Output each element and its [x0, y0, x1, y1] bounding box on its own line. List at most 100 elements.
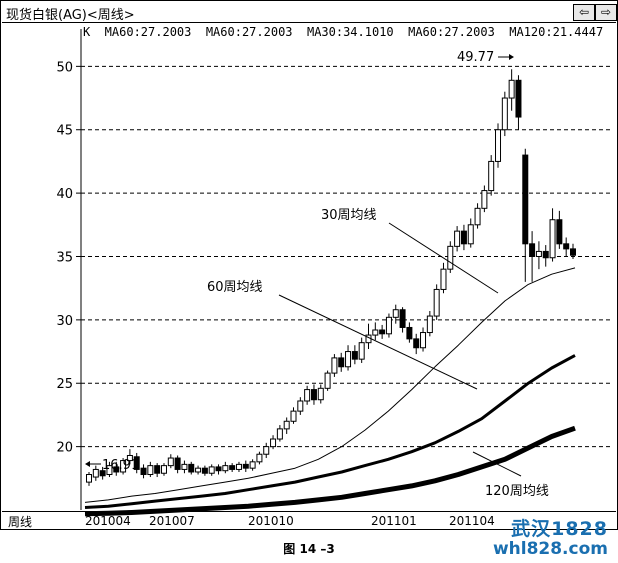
candle-body-35	[324, 372, 331, 389]
candle-body-52	[440, 268, 447, 290]
ma30-callout: 30周均线	[321, 208, 377, 223]
candle-body-44	[385, 316, 392, 335]
x-tick-label-3: 201101	[371, 514, 417, 528]
low-value-arrow-head	[85, 461, 90, 467]
ma60-leader	[278, 294, 478, 390]
ma30-leader	[388, 222, 499, 294]
ma60-callout: 60周均线	[207, 280, 263, 295]
candle-body-28	[276, 428, 283, 440]
candle-body-39	[351, 351, 358, 360]
window-title: 现货白银(AG)<周线>	[6, 8, 135, 23]
candle-body-9	[147, 465, 154, 476]
candle-body-14	[181, 463, 188, 470]
candle-body-12	[167, 457, 174, 467]
candle-body-63	[515, 79, 522, 118]
candle-body-47	[406, 326, 413, 340]
x-tick-label-2: 201010	[248, 514, 294, 528]
candle-body-1	[92, 468, 99, 478]
prev-period-button[interactable]: ⇦	[573, 4, 595, 21]
candle-body-62	[508, 79, 515, 99]
candle-body-69	[556, 219, 563, 245]
candle-body-2	[99, 470, 106, 477]
x-axis-row: 周线	[2, 511, 616, 529]
candle-body-66	[535, 250, 542, 257]
candle-body-36	[331, 357, 338, 374]
candle-body-54	[454, 230, 461, 247]
candle-body-15	[188, 463, 195, 473]
candle-body-51	[433, 288, 440, 317]
y-tick-label-50: 50	[56, 60, 73, 75]
candle-body-48	[413, 338, 420, 349]
candle-body-30	[290, 410, 297, 422]
candle-body-20	[222, 465, 229, 472]
watermark-line-2: whl828.com	[492, 539, 608, 559]
candle-body-10	[154, 465, 161, 474]
candle-body-45	[392, 309, 399, 318]
candle-body-27	[270, 438, 277, 448]
indicator-legend: K MA60:27.2003 MA60:27.2003 MA30:34.1010…	[83, 25, 604, 39]
candle-body-67	[542, 250, 549, 259]
y-tick-label-30: 30	[56, 314, 73, 329]
candle-body-33	[310, 389, 317, 401]
candle-body-59	[488, 160, 495, 192]
candle-body-23	[242, 463, 249, 469]
candle-body-65	[529, 243, 536, 257]
candle-body-50	[426, 315, 433, 334]
low-value-label: 16.91	[102, 458, 139, 473]
candle-body-40	[358, 342, 365, 360]
candle-body-53	[447, 245, 454, 270]
candle-body-13	[174, 457, 181, 470]
candle-body-60	[495, 129, 502, 162]
candle-body-4	[113, 466, 120, 473]
candle-body-58	[481, 190, 488, 209]
candle-body-56	[467, 224, 474, 245]
candle-body-31	[297, 400, 304, 412]
candle-body-68	[549, 219, 556, 259]
title-bar: 现货白银(AG)<周线> ⇦ ⇨	[2, 2, 617, 23]
candle-body-64	[522, 154, 529, 245]
x-tick-label-0: 201004	[85, 514, 131, 528]
candle-body-55	[460, 230, 467, 245]
figure-caption: 图 14 –3	[283, 542, 335, 556]
next-period-button[interactable]: ⇨	[595, 4, 617, 21]
candle-body-24	[249, 461, 256, 469]
x-axis-period-label: 周线	[8, 515, 33, 529]
candle-body-18	[208, 466, 215, 474]
candle-body-43	[379, 329, 386, 335]
y-tick-label-45: 45	[56, 124, 73, 139]
ma120-callout: 120周均线	[485, 484, 549, 499]
ma120-leader	[472, 451, 522, 477]
candle-body-16	[195, 467, 202, 473]
candle-body-3	[106, 465, 113, 476]
candle-body-57	[474, 207, 481, 226]
candle-body-26	[263, 446, 270, 455]
candle-body-25	[256, 453, 263, 463]
y-tick-label-40: 40	[56, 187, 73, 202]
candle-body-37	[338, 357, 345, 368]
candle-body-8	[140, 467, 147, 476]
candle-body-70	[563, 243, 570, 250]
candle-body-29	[283, 420, 290, 430]
watermark-line-1: 武汉1828	[511, 518, 608, 540]
candle-body-46	[399, 309, 406, 328]
candle-body-71	[570, 248, 576, 256]
chart-window: 现货白银(AG)<周线> ⇦ ⇨ K MA60:27.2003 MA60:27.…	[0, 0, 618, 530]
y-tick-label-35: 35	[56, 250, 73, 265]
x-tick-label-4: 201104	[449, 514, 495, 528]
candle-body-0	[86, 474, 92, 483]
ma-line-2	[84, 354, 576, 509]
y-tick-label-20: 20	[56, 441, 73, 456]
candle-body-34	[317, 387, 324, 401]
candle-body-5	[120, 460, 127, 473]
ma-line-1	[84, 267, 576, 503]
candle-body-42	[372, 329, 379, 336]
candle-body-11	[160, 465, 167, 474]
high-value-label: 49.77	[457, 50, 494, 65]
candle-body-19	[215, 466, 222, 472]
x-tick-label-1: 201007	[149, 514, 195, 528]
ma-line-3	[84, 425, 576, 517]
y-tick-label-25: 25	[56, 377, 73, 392]
candle-body-17	[201, 467, 208, 474]
high-value-arrow-head	[509, 54, 514, 60]
candle-body-7	[133, 456, 140, 470]
